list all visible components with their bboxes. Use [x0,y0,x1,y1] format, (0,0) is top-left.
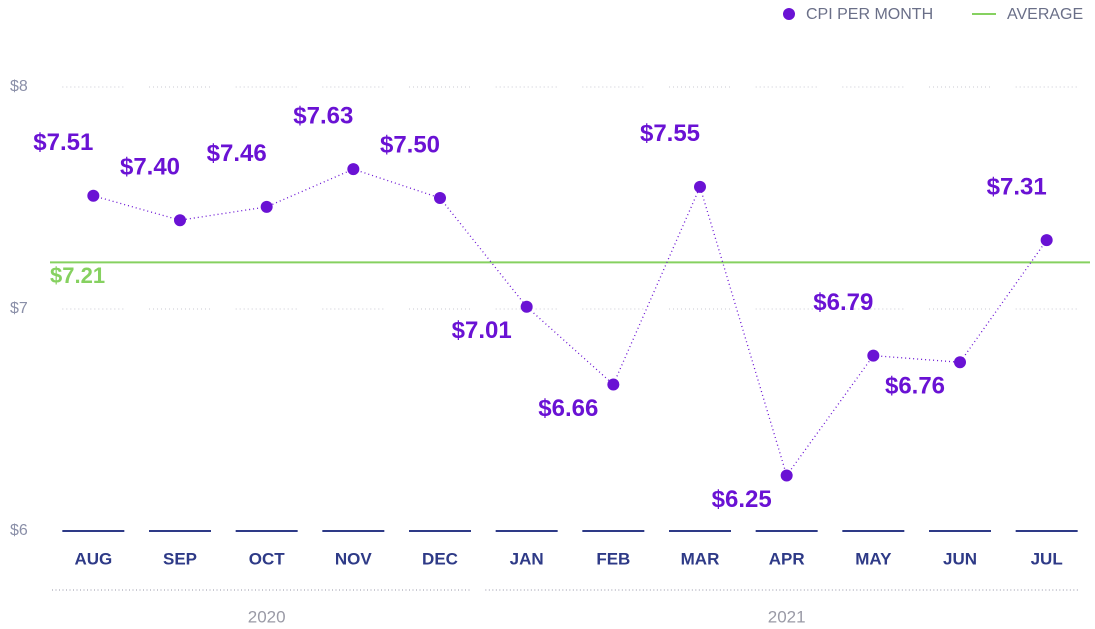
data-point [607,378,620,391]
series-line [93,168,1048,477]
data-label: $7.50 [380,131,440,158]
group-label: 2020 [248,607,286,626]
data-point [867,349,880,362]
x-tick-label: JUN [943,549,977,568]
x-tick-label: MAR [681,549,720,568]
data-label: $7.55 [640,120,700,147]
data-point [520,300,533,313]
x-tick-label: AUG [74,549,112,568]
x-tick-label: NOV [335,549,373,568]
y-tick-label: $8 [10,78,28,95]
y-tick-label: $7 [10,300,28,317]
data-point [694,180,706,193]
data-label: $7.01 [452,317,512,344]
data-label: $6.25 [712,486,772,513]
legend-label: AVERAGE [1007,6,1083,23]
data-point [780,469,793,482]
data-point [434,192,446,204]
data-label: $6.66 [538,395,598,422]
data-label: $6.79 [813,289,873,316]
legend-marker [783,8,795,20]
data-point [174,214,186,227]
data-label: $7.63 [293,102,353,129]
data-point [87,189,100,202]
x-tick-label: JAN [510,549,544,568]
data-point [954,356,966,369]
x-tick-label: MAY [855,549,892,568]
y-tick-label: $6 [10,522,28,539]
average-label: $7.21 [50,263,105,288]
data-point [260,200,273,213]
x-tick-label: SEP [163,549,197,568]
data-label: $7.31 [987,174,1047,201]
x-tick-label: JUL [1031,549,1063,568]
data-label: $6.76 [885,373,945,400]
legend-label: CPI PER MONTH [806,6,933,23]
data-label: $7.46 [207,140,267,167]
x-tick-label: APR [769,549,805,568]
x-tick-label: OCT [249,549,286,568]
data-point [1040,234,1053,247]
data-label: $7.40 [120,154,180,181]
x-tick-label: FEB [596,549,630,568]
data-point [347,163,360,176]
x-tick-label: DEC [422,549,458,568]
group-label: 2021 [768,607,806,626]
data-label: $7.51 [33,129,93,156]
